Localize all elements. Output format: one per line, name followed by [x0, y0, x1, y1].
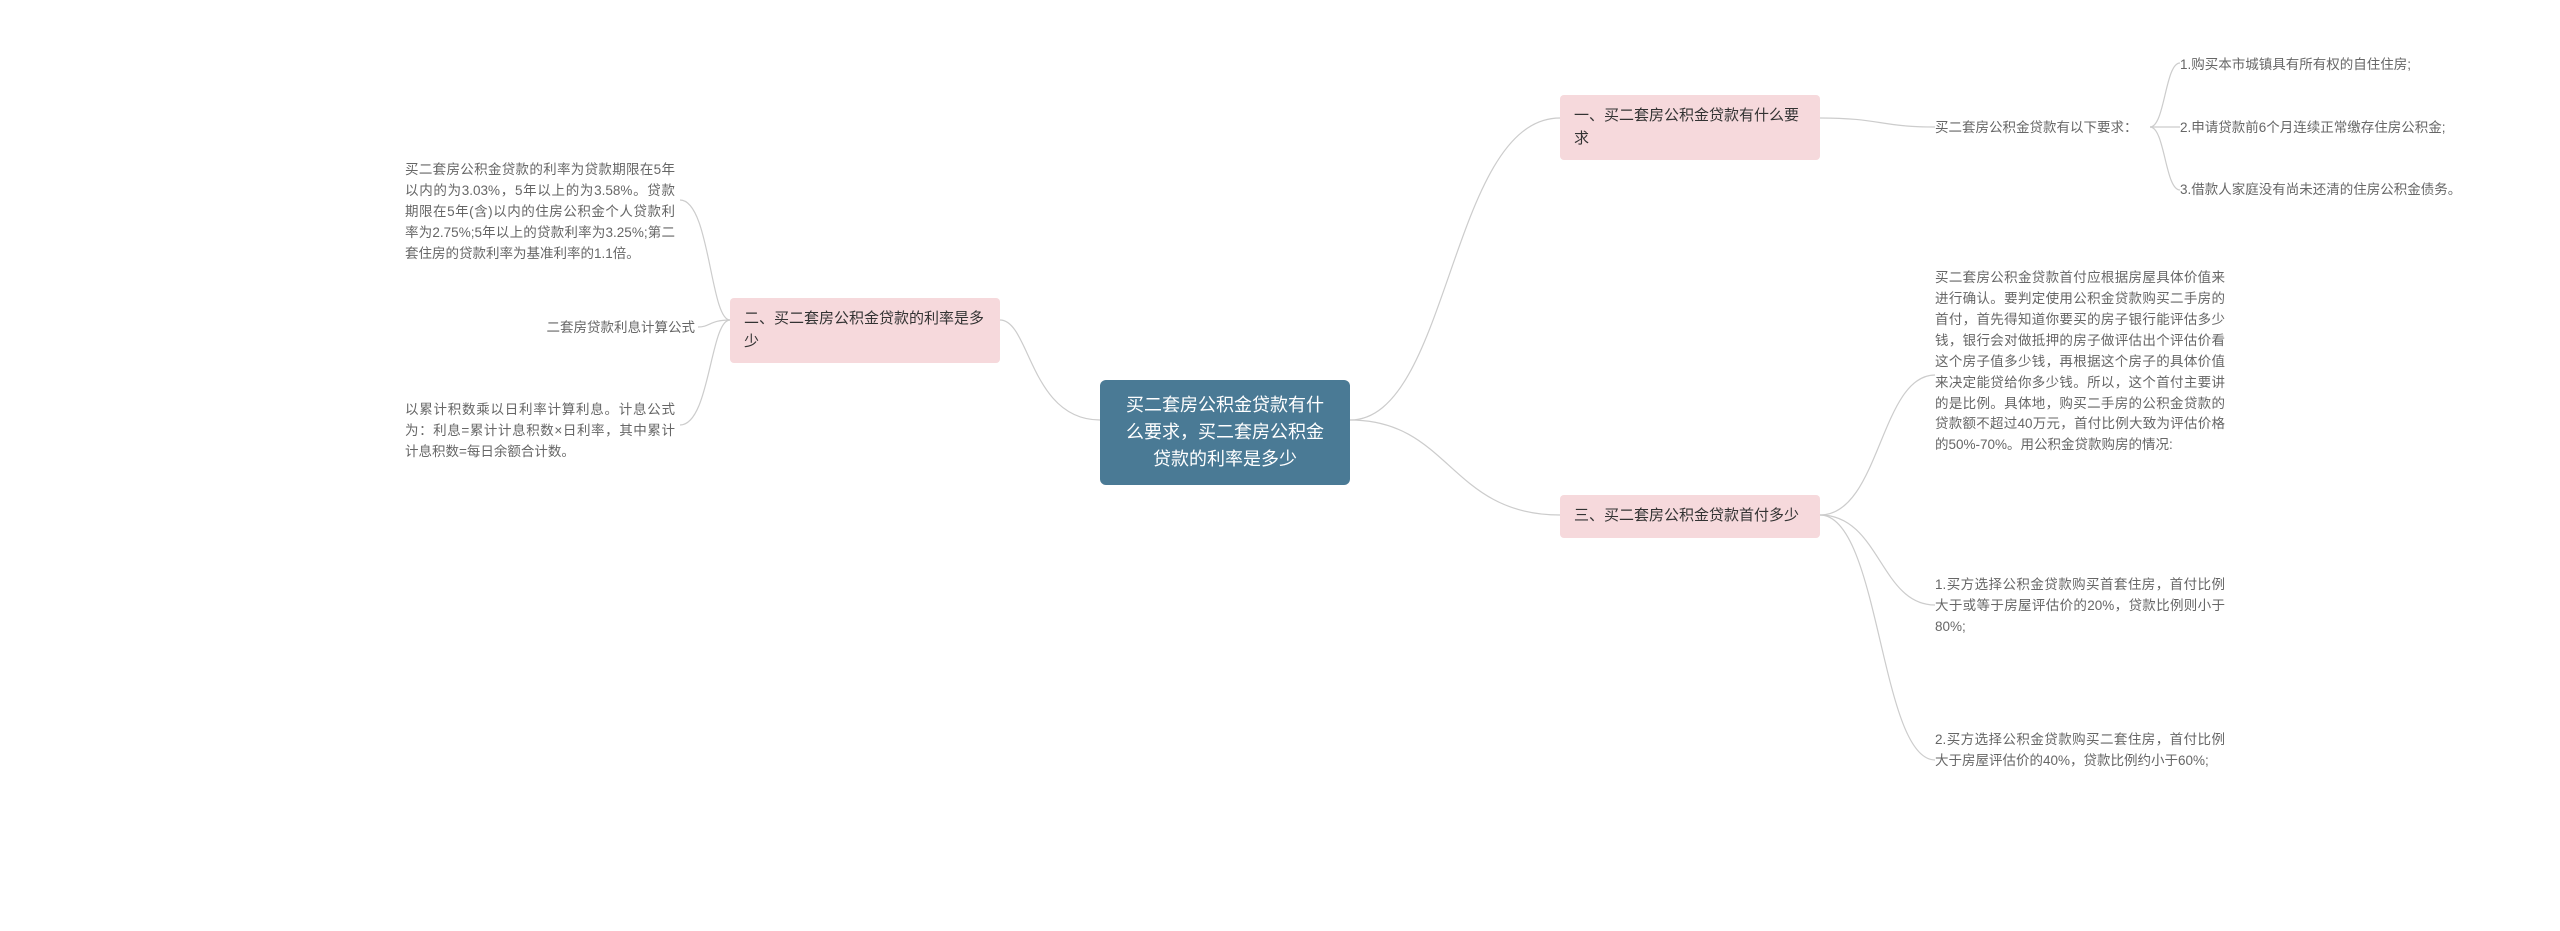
branch2-box: 二、买二套房公积金贷款的利率是多少	[730, 298, 1000, 363]
branch1-sub1-text: 买二套房公积金贷款有以下要求：	[1935, 120, 2138, 135]
center-node: 买二套房公积金贷款有什么要求，买二套房公积金贷款的利率是多少	[1100, 380, 1350, 485]
branch3-item-1: 1.买方选择公积金贷款购买首套住房，首付比例大于或等于房屋评估价的20%，贷款比…	[1935, 575, 2225, 638]
branch1-box: 一、买二套房公积金贷款有什么要求	[1560, 95, 1820, 160]
branch3-title: 三、买二套房公积金贷款首付多少	[1574, 507, 1799, 524]
branch1-title: 一、买二套房公积金贷款有什么要求	[1574, 107, 1799, 147]
branch3-item-0: 买二套房公积金贷款首付应根据房屋具体价值来进行确认。要判定使用公积金贷款购买二手…	[1935, 268, 2225, 456]
branch1-item-0: 1.购买本市城镇具有所有权的自住住房;	[2180, 55, 2460, 76]
branch2-item-1: 二套房贷款利息计算公式	[535, 318, 695, 339]
branch3-item-2: 2.买方选择公积金贷款购买二套住房，首付比例大于房屋评估价的40%，贷款比例约小…	[1935, 730, 2225, 772]
branch1-item-1: 2.申请贷款前6个月连续正常缴存住房公积金;	[2180, 118, 2480, 139]
branch2-title: 二、买二套房公积金贷款的利率是多少	[744, 310, 984, 350]
branch3-box: 三、买二套房公积金贷款首付多少	[1560, 495, 1820, 538]
branch1-item-2: 3.借款人家庭没有尚未还清的住房公积金债务。	[2180, 180, 2480, 201]
center-text: 买二套房公积金贷款有什么要求，买二套房公积金贷款的利率是多少	[1126, 395, 1324, 469]
branch2-item-0: 买二套房公积金贷款的利率为贷款期限在5年以内的为3.03%，5年以上的为3.58…	[405, 160, 675, 265]
branch2-item-2: 以累计积数乘以日利率计算利息。计息公式为：利息=累计计息积数×日利率，其中累计计…	[405, 400, 675, 463]
branch1-sub1: 买二套房公积金贷款有以下要求：	[1935, 118, 2138, 139]
